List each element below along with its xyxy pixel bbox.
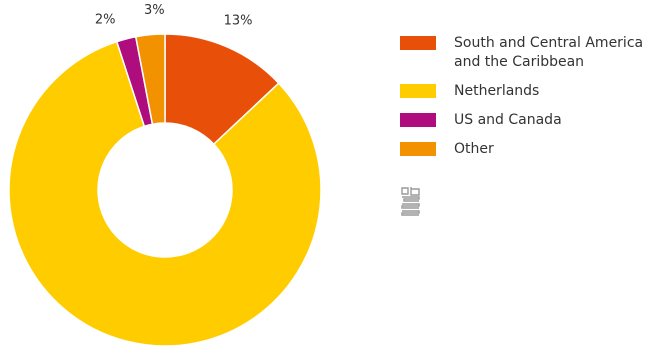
slice-labels: 13%82%2%3% [95,3,253,29]
legend-swatch [400,113,436,127]
legend-item-other: Other [400,140,665,159]
donut-slices [8,33,322,347]
legend-item-netherlands: Netherlands [400,82,665,101]
legend-item-south-central-america: South and Central America and the Caribb… [400,34,665,72]
legend-label: South and Central America and the Caribb… [454,35,644,70]
slice-percent-label: 13% [224,14,253,29]
legend: South and Central America and the Caribb… [400,34,665,169]
legend-swatch [400,84,436,98]
donut-slice [8,40,322,347]
legend-swatch [400,36,436,50]
legend-label: US and Canada [454,112,562,128]
legend-label: Netherlands [454,83,540,99]
slice-percent-label: 2% [95,13,116,28]
slice-percent-label: 3% [144,3,165,18]
legend-swatch [400,142,436,156]
donut-slice [134,33,166,126]
cbs-logo-icon [401,187,420,216]
legend-label: Other [454,141,494,157]
legend-item-us-canada: US and Canada [400,111,665,130]
